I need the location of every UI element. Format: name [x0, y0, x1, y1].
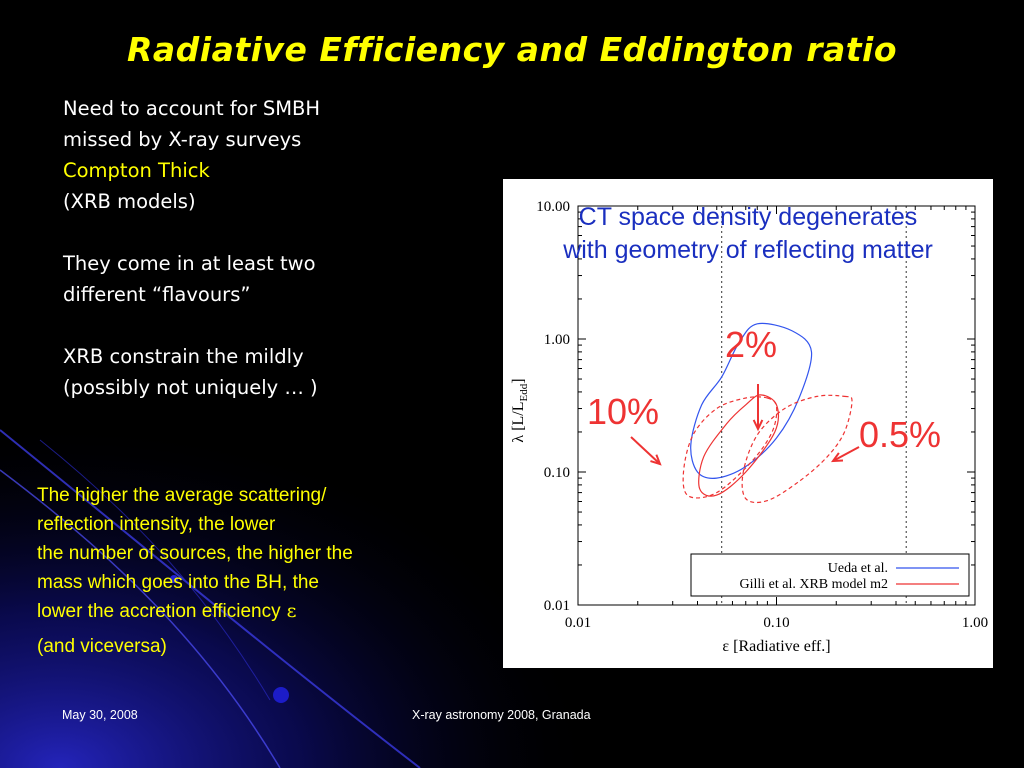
arrow-0-5-percent [830, 446, 860, 463]
conclusion-line-text: lower the accretion efficiency [37, 601, 281, 622]
legend-entry-label: Gilli et al. XRB model m2 [739, 577, 888, 592]
arrow-2-percent [752, 384, 764, 432]
y-tick-label: 10.00 [536, 199, 570, 215]
intro-text-block: Need to account for SMBH missed by X-ray… [63, 93, 443, 403]
y-tick-label: 1.00 [544, 332, 570, 348]
figure-caption-line: with geometry of reflecting matter [563, 236, 933, 264]
contour-ueda-et-al [690, 322, 813, 479]
intro-line: (possibly not uniquely … ) [63, 376, 318, 399]
contour-figure: 0.01 0.10 1.00 0.01 0.10 1.00 10.00 ε [Radiativ… [503, 179, 993, 668]
conclusion-line: (and viceversa) [37, 636, 167, 657]
arrow-shaft [630, 436, 661, 465]
contour-gilli-et-al-xrb-model-m2 [698, 394, 780, 497]
y-axis-label-sub: Edd [518, 383, 530, 401]
intro-line: (XRB models) [63, 190, 196, 213]
intro-line: Need to account for SMBH [63, 97, 321, 120]
footer-event: X-ray astronomy 2008, Granada [412, 708, 591, 722]
contour-plot: 0.01 0.10 1.00 0.01 0.10 1.00 10.00 ε [Radiativ… [510, 199, 988, 655]
intro-line: missed by X-ray surveys [63, 128, 302, 151]
label-0-5-percent: 0.5% [859, 414, 941, 455]
y-axis-label-main: λ [L/L [510, 401, 527, 442]
x-tick-label: 0.10 [763, 615, 789, 631]
y-axis-label-close: ] [510, 378, 527, 383]
y-tick-label: 0.01 [544, 598, 570, 614]
figure-caption-line: CT space density degenerates [578, 203, 918, 231]
label-10-percent: 10% [587, 391, 659, 432]
label-2-percent: 2% [725, 324, 777, 365]
conclusion-line: the number of sources, the higher the [37, 543, 353, 564]
y-axis-label: λ [L/LEdd] [510, 378, 530, 442]
x-tick-label: 0.01 [565, 615, 591, 631]
legend-entry-label: Ueda et al. [828, 561, 888, 576]
conclusion-line: The higher the average scattering/ [37, 485, 327, 506]
arrow-head [650, 454, 662, 466]
x-axis-label: ε [Radiative eff.] [722, 638, 830, 655]
arrow-head [752, 419, 764, 432]
arrow-head [830, 452, 844, 463]
conclusion-line: mass which goes into the BH, the [37, 572, 319, 593]
conclusion-line: reflection intensity, the lower [37, 514, 276, 535]
epsilon-symbol: ε [286, 600, 297, 622]
intro-line: They come in at least two [63, 252, 316, 275]
conclusion-line: lower the accretion efficiency ε [37, 597, 477, 626]
x-tick-label: 1.00 [962, 615, 988, 631]
legend-box [690, 553, 970, 597]
arrow-shaft [832, 446, 860, 462]
compton-thick-highlight: Compton Thick [63, 159, 210, 182]
slide-title: Radiative Efficiency and Eddington ratio [126, 30, 898, 69]
figure-caption: CT space density degenerates with geomet… [503, 201, 993, 267]
contour-gilli-10 [682, 396, 778, 499]
footer-date: May 30, 2008 [62, 708, 138, 722]
intro-line: XRB constrain the mildly [63, 345, 304, 368]
conclusion-text-block: The higher the average scattering/ refle… [37, 481, 477, 661]
y-tick-label: 0.10 [544, 465, 570, 481]
arrow-10-percent [630, 436, 662, 466]
intro-line: different “flavours” [63, 283, 251, 306]
